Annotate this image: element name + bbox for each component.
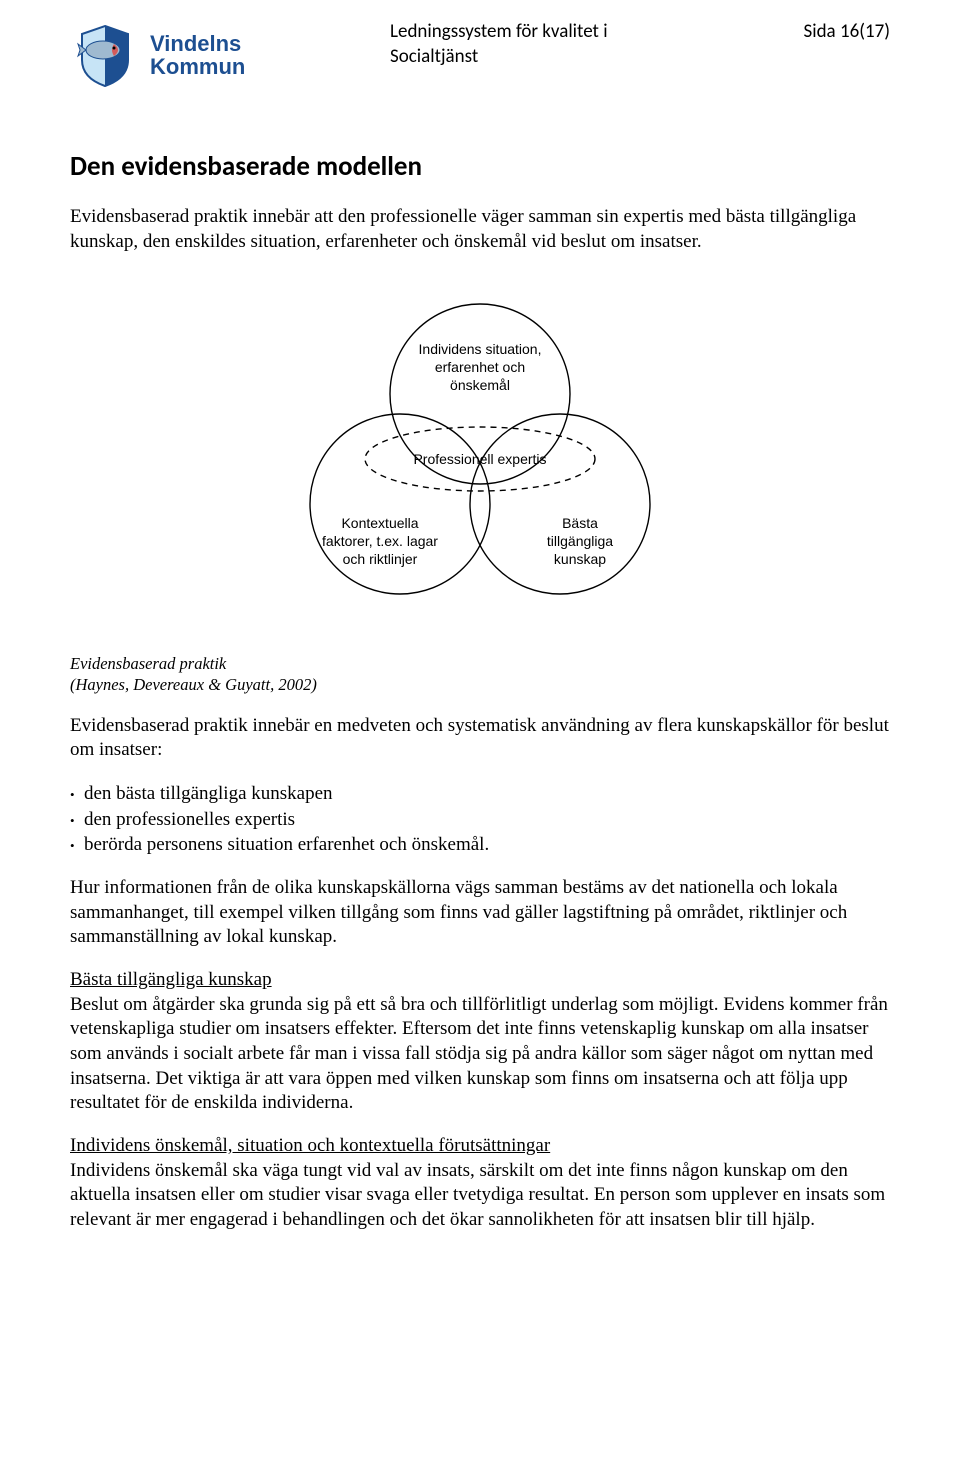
logo-line1: Vindelns [150, 32, 245, 55]
municipality-logo-icon [70, 20, 140, 90]
subsection-best-knowledge: Bästa tillgängliga kunskap Beslut om åtg… [70, 968, 890, 1116]
venn-right-l2: tillgängliga [547, 533, 613, 549]
figure-caption: Evidensbaserad praktik (Haynes, Devereau… [70, 654, 890, 695]
venn-left-l3: och riktlinjer [343, 551, 418, 567]
bullet-item: berörda personens situation erfarenhet o… [70, 832, 890, 858]
section-title: Den evidensbaserade modellen [70, 150, 890, 183]
venn-top-l2: erfarenhet och [435, 359, 525, 375]
doc-title-line2: Socialtjänst [390, 45, 750, 70]
venn-svg-icon: Individens situation, erfarenhet och öns… [220, 284, 740, 624]
intro-paragraph: Evidensbaserad praktik innebär att den p… [70, 205, 890, 254]
caption-l2: (Haynes, Devereaux & Guyatt, 2002) [70, 675, 317, 694]
bullet-list: den bästa tillgängliga kunskapen den pro… [70, 781, 890, 858]
page-header: Vindelns Kommun Ledningssystem för kvali… [70, 20, 890, 90]
bullet-item: den bästa tillgängliga kunskapen [70, 781, 890, 807]
doc-title: Ledningssystem för kvalitet i Socialtjän… [310, 20, 750, 69]
venn-right-l3: kunskap [554, 551, 606, 567]
para-sources-intro: Evidensbaserad praktik innebär en medvet… [70, 714, 890, 763]
venn-left-l2: faktorer, t.ex. lagar [322, 533, 438, 549]
sub1-heading: Bästa tillgängliga kunskap [70, 969, 272, 990]
caption-l1: Evidensbaserad praktik [70, 654, 226, 673]
sub2-heading: Individens önskemål, situation och konte… [70, 1135, 550, 1156]
venn-top-l3: önskemål [450, 377, 510, 393]
bullet-item: den professionelles expertis [70, 807, 890, 833]
doc-title-line1: Ledningssystem för kvalitet i [390, 20, 750, 45]
venn-top-l1: Individens situation, [419, 341, 542, 357]
venn-diagram: Individens situation, erfarenhet och öns… [70, 284, 890, 624]
logo-text: Vindelns Kommun [150, 32, 245, 78]
sub2-body: Individens önskemål ska väga tungt vid v… [70, 1160, 885, 1230]
subsection-individual: Individens önskemål, situation och konte… [70, 1134, 890, 1233]
sub1-body: Beslut om åtgärder ska grunda sig på ett… [70, 994, 888, 1114]
logo-block: Vindelns Kommun [70, 20, 310, 90]
para-weighing: Hur informationen från de olika kunskaps… [70, 876, 890, 950]
venn-right-l1: Bästa [562, 515, 598, 531]
logo-line2: Kommun [150, 55, 245, 78]
venn-left-l1: Kontextuella [341, 515, 418, 531]
venn-center: Professionell expertis [413, 451, 546, 467]
page-number: Sida 16(17) [750, 20, 890, 43]
